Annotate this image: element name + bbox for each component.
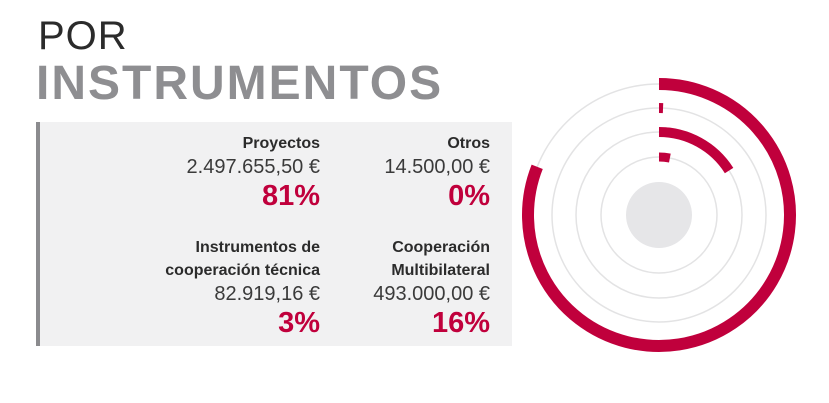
radial-bar-proyectos <box>522 78 796 352</box>
item-label-line-1: Cooperación <box>392 239 490 256</box>
item-amount: 14.500,00 € <box>384 156 490 178</box>
item-cooperacion-multibilateral: Cooperación Multibilateral 493.000,00 € … <box>270 236 490 340</box>
item-amount: 493.000,00 € <box>373 283 490 305</box>
item-amount: 2.497.655,50 € <box>186 156 320 178</box>
item-proyectos: Proyectos 2.497.655,50 € 81% <box>100 132 320 213</box>
item-otros: Otros 14.500,00 € 0% <box>270 132 490 213</box>
item-percent: 0% <box>448 180 490 212</box>
item-percent: 3% <box>278 307 320 339</box>
item-instrumentos-cooperacion-tecnica: Instrumentos de cooperación técnica 82.9… <box>100 236 320 340</box>
center-disc <box>626 182 692 248</box>
item-label-line-2: cooperación técnica <box>165 262 320 279</box>
item-percent: 81% <box>261 180 320 212</box>
item-amount: 82.919,16 € <box>214 283 320 305</box>
item-label-line-1: Instrumentos de <box>195 239 320 256</box>
item-label: Otros <box>447 135 490 152</box>
radial-bar-instrumentos-de-cooperación-técnica <box>658 152 671 163</box>
item-percent: 16% <box>431 307 490 339</box>
item-label: Proyectos <box>242 135 320 152</box>
title-line-1: POR <box>38 14 128 58</box>
radial-bar-chart <box>522 78 796 352</box>
radial-bar-multibilateral <box>658 127 734 174</box>
title-line-2: INSTRUMENTOS <box>36 57 444 110</box>
item-label-line-2: Multibilateral <box>391 262 490 279</box>
summary-panel: Proyectos 2.497.655,50 € 81% Otros 14.50… <box>36 122 512 346</box>
